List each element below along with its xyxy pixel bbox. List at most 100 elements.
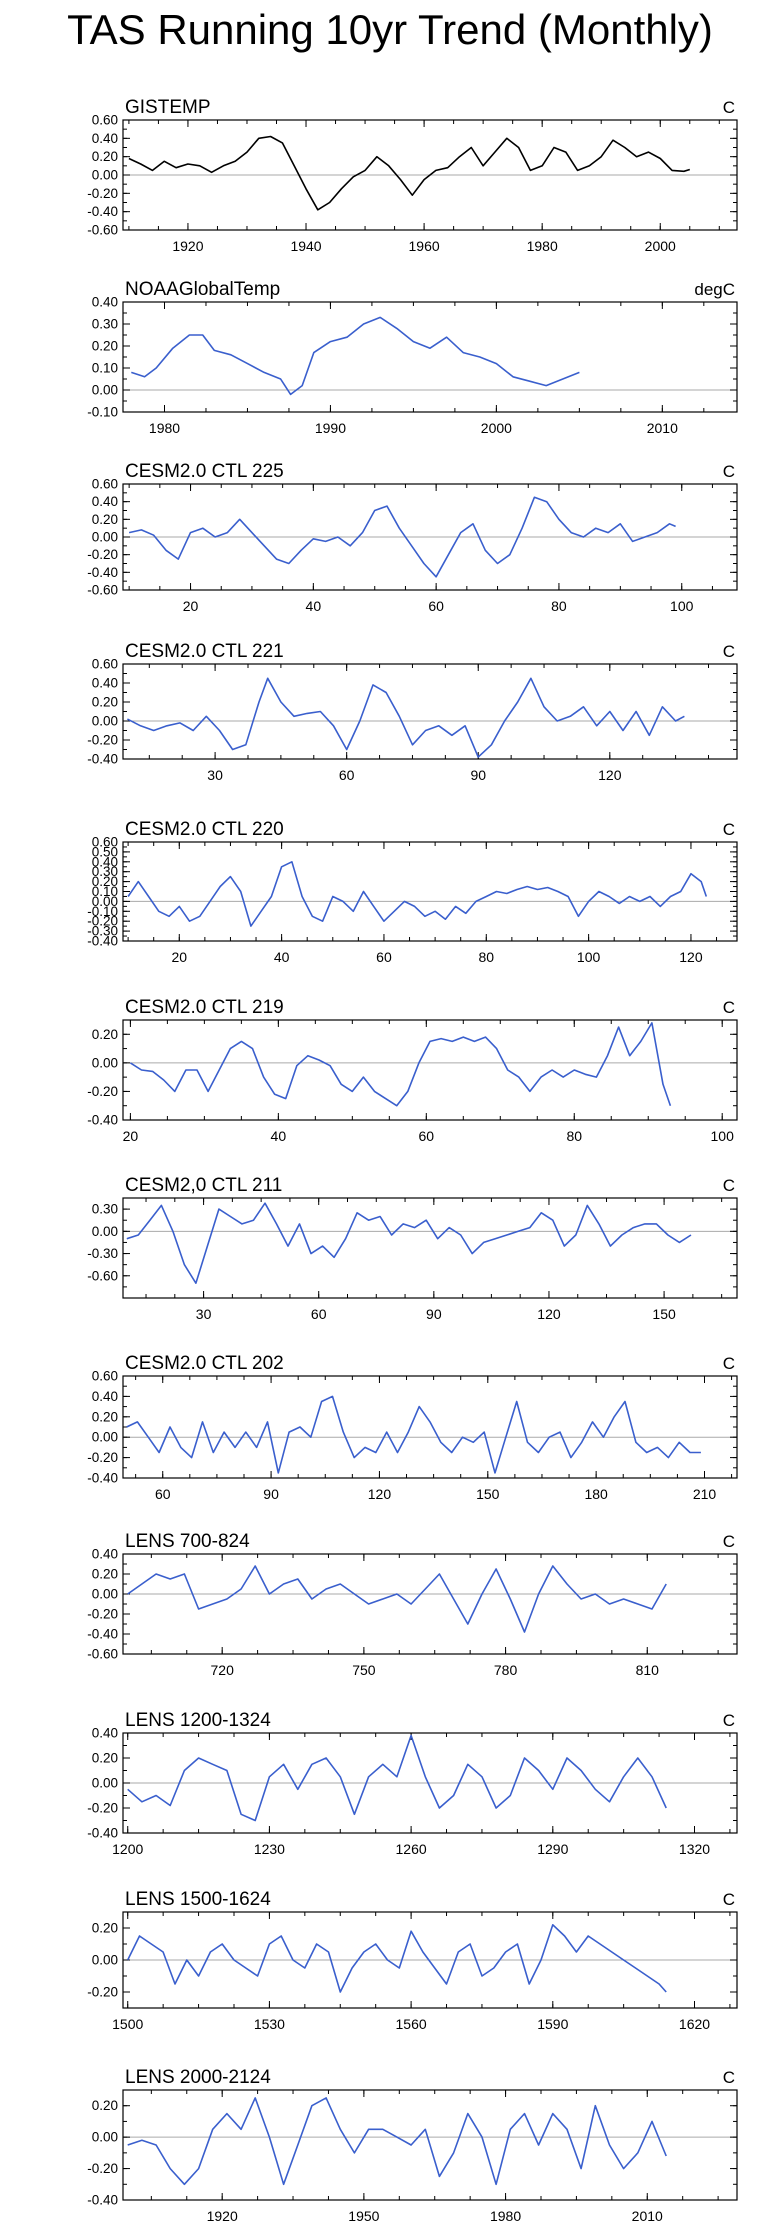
series-line-lens-2000-2124 (127, 2097, 667, 2186)
y-tick-label: 0.40 (92, 494, 118, 509)
panel-1: -0.10 0.00 0.10 0.20 0.30 0.40 1980 1990 2000 201… (87, 279, 738, 436)
y-tick-label: 0.20 (92, 512, 118, 527)
series-line-noaaglobaltemp (131, 316, 580, 396)
series-line-lens-1500-1624 (126, 1924, 667, 1993)
x-tick-label: 60 (419, 1128, 435, 1144)
x-tick-label: 100 (711, 1128, 735, 1144)
panel-5: -0.40 -0.20 0.00 0.20 20 40 60 80 100 CESM2.0 CTL… (87, 997, 738, 1144)
x-tick-label: 120 (679, 949, 703, 965)
x-tick-label: 20 (171, 949, 187, 965)
y-tick-label: 0.00 (92, 1224, 118, 1239)
y-tick-label: -0.20 (87, 1607, 118, 1622)
x-tick-label: 40 (271, 1128, 287, 1144)
panel-units: C (723, 98, 735, 117)
y-tick-label: 0.00 (92, 168, 118, 183)
x-tick-label: 120 (598, 767, 622, 783)
y-tick-label: 0.00 (92, 1587, 118, 1602)
y-tick-label: -0.60 (87, 1268, 118, 1283)
y-tick-label: 0.60 (92, 113, 118, 128)
y-tick-label: 0.40 (92, 1547, 118, 1562)
x-tick-label: 1990 (315, 420, 346, 436)
x-tick-label: 1290 (537, 1841, 568, 1857)
y-tick-label: -0.20 (87, 1084, 118, 1099)
plot-frame (122, 663, 738, 760)
y-tick-label: -0.40 (87, 565, 118, 580)
x-tick-label: 150 (652, 1306, 676, 1322)
panel-units: degC (694, 280, 735, 299)
x-tick-label: 1980 (527, 238, 558, 254)
panel-title: LENS 1500-1624 (125, 1889, 271, 1910)
panel-units: C (723, 1532, 735, 1551)
panel-title: NOAAGlobalTemp (125, 279, 280, 300)
panel-7: -0.40 -0.20 0.00 0.20 0.40 0.60 60 90 120 150 180 2… (87, 1353, 738, 1502)
x-tick-label: 100 (670, 598, 694, 614)
x-tick-label: 120 (537, 1306, 561, 1322)
panel-title: CESM2.0 CTL 219 (125, 997, 284, 1018)
panel-3: -0.40 -0.20 0.00 0.20 0.40 0.60 30 60 90 120 CESM2… (87, 641, 738, 783)
panels: -0.60 -0.40 -0.20 0.00 0.20 0.40 0.60 1920 1940 1… (87, 97, 738, 2222)
y-tick-label: -0.20 (87, 733, 118, 748)
x-tick-label: 1260 (396, 1841, 427, 1857)
x-tick-label: 1620 (679, 2016, 710, 2032)
series-line-ctl-225 (128, 496, 676, 578)
x-tick-label: 30 (196, 1306, 212, 1322)
y-tick-label: 0.20 (92, 1567, 118, 1582)
y-tick-label: 0.20 (92, 2098, 118, 2113)
y-tick-label: 0.30 (92, 864, 118, 879)
x-tick-label: 1320 (679, 1841, 710, 1857)
y-tick-label: 0.40 (92, 131, 118, 146)
panel-9: -0.40 -0.20 0.00 0.20 0.40 1200 1230 1260 1290 13… (87, 1710, 738, 1857)
panel-title: LENS 1200-1324 (125, 1710, 271, 1731)
y-tick-label: 0.20 (92, 1409, 118, 1424)
x-tick-label: 2010 (647, 420, 678, 436)
series-line-lens-1200-1324 (127, 1734, 667, 1822)
y-tick-label: -0.20 (87, 1985, 118, 2000)
y-tick-label: 0.40 (92, 676, 118, 691)
series-line-ctl-221 (127, 677, 685, 758)
y-tick-label: 0.40 (92, 1726, 118, 1741)
x-tick-label: 80 (551, 598, 567, 614)
y-tick-label: -0.40 (87, 1826, 118, 1841)
x-tick-label: 90 (426, 1306, 442, 1322)
panel-title: CESM2,0 CTL 211 (125, 1175, 282, 1196)
panel-units: C (723, 820, 735, 839)
x-tick-label: 1950 (348, 2208, 379, 2222)
panel-4: -0.40-0.30-0.20-0.100.000.100.200.300.40… (87, 819, 738, 965)
series-line-ctl-211 (126, 1202, 692, 1284)
y-tick-label: 0.00 (92, 383, 118, 398)
y-tick-label: -0.40 (87, 934, 118, 949)
panel-title: CESM2.0 CTL 220 (125, 819, 284, 840)
y-tick-label: 0.60 (92, 477, 118, 492)
panel-6: -0.60 -0.30 0.00 0.30 30 60 90 120 150 CESM2,0 CT… (87, 1175, 738, 1322)
x-tick-label: 60 (339, 767, 355, 783)
y-tick-label: 0.00 (92, 1055, 118, 1070)
y-tick-label: 0.00 (92, 530, 118, 545)
x-tick-label: 20 (123, 1128, 139, 1144)
y-tick-label: 0.30 (92, 1202, 118, 1217)
panel-title: LENS 2000-2124 (125, 2067, 271, 2088)
panel-title: GISTEMP (125, 97, 211, 118)
plot-frame (122, 1197, 738, 1299)
panel-units: C (723, 642, 735, 661)
y-tick-label: 0.50 (92, 844, 118, 859)
x-tick-label: 1200 (112, 1841, 143, 1857)
x-tick-label: 60 (428, 598, 444, 614)
plot-frame (122, 1375, 738, 1479)
y-tick-label: 0.10 (92, 884, 118, 899)
panel-title: CESM2.0 CTL 221 (125, 641, 284, 662)
y-tick-label: -0.10 (87, 904, 118, 919)
y-tick-label: 0.00 (92, 1430, 118, 1445)
y-tick-label: 0.20 (92, 874, 118, 889)
y-tick-label: 0.40 (92, 1389, 118, 1404)
x-tick-label: 20 (183, 598, 199, 614)
x-tick-label: 80 (566, 1128, 582, 1144)
panel-0: -0.60 -0.40 -0.20 0.00 0.20 0.40 0.60 1920 1940 1… (87, 97, 738, 254)
panel-11: -0.40 -0.20 0.00 0.20 1920 1950 1980 2010 LENS 2… (87, 2067, 738, 2222)
panel-10: -0.20 0.00 0.20 1500 1530 1560 1590 1620 LENS 15… (87, 1889, 738, 2032)
y-tick-label: -0.20 (87, 914, 118, 929)
panel-title: CESM2.0 CTL 202 (125, 1353, 284, 1374)
x-tick-label: 810 (636, 1662, 660, 1678)
x-tick-label: 180 (584, 1486, 608, 1502)
x-tick-label: 2000 (481, 420, 512, 436)
